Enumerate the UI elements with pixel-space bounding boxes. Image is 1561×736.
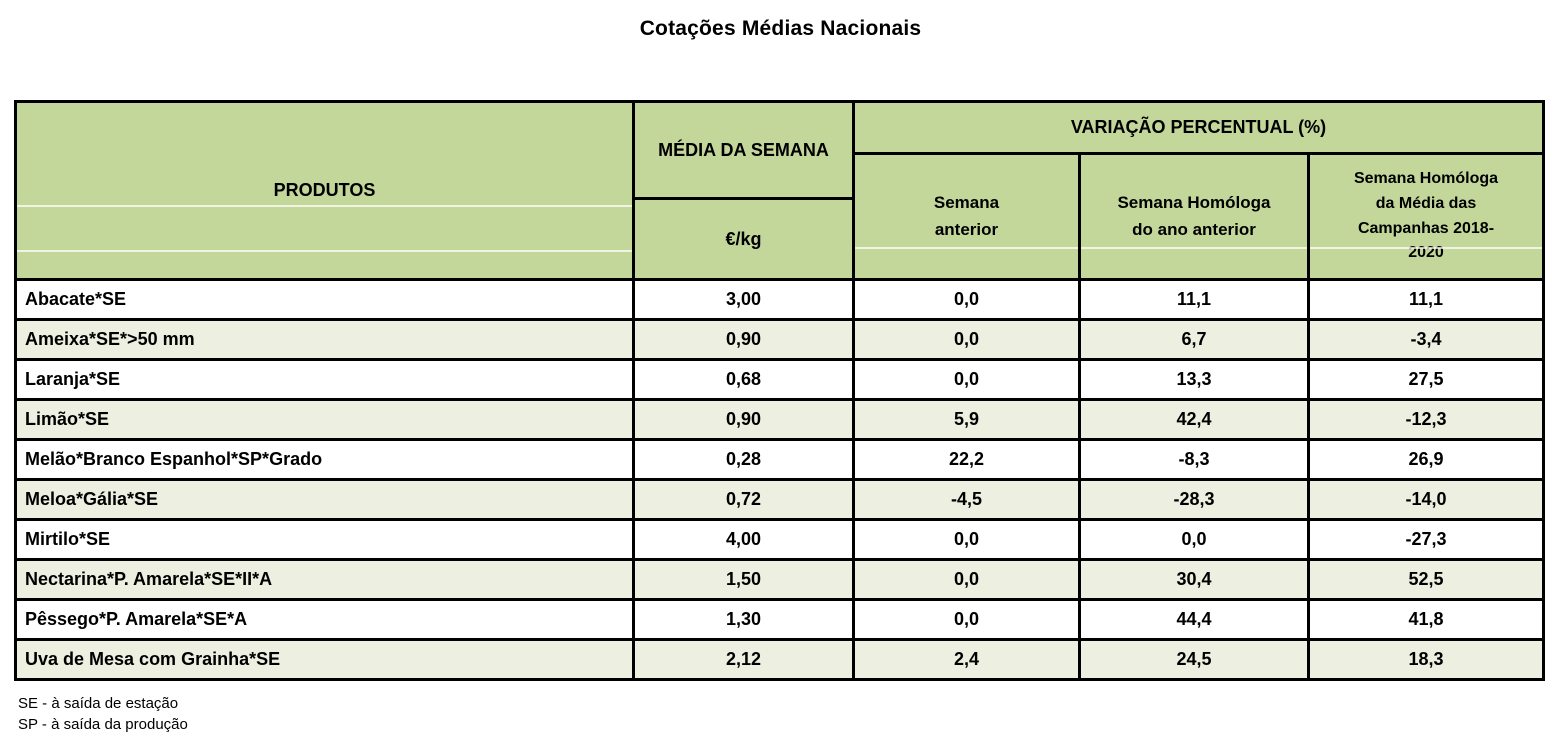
campaigns-avg-variation-cell: 27,5 — [1306, 358, 1546, 401]
product-name-cell: Mirtilo*SE — [14, 518, 635, 561]
avg-price-cell: 2,12 — [632, 638, 855, 681]
prev-year-week-variation-cell: 30,4 — [1078, 558, 1310, 601]
prev-year-week-variation-cell: -28,3 — [1078, 478, 1310, 521]
col-header-semana-anterior: Semana anterior — [852, 152, 1081, 281]
table-row: Nectarina*P. Amarela*SE*II*A 1,50 0,0 30… — [14, 558, 1546, 601]
prices-table: PRODUTOS MÉDIA DA SEMANA VARIAÇÃO PERCEN… — [14, 100, 1546, 681]
table-row: Uva de Mesa com Grainha*SE 2,12 2,4 24,5… — [14, 638, 1546, 681]
table-row: Pêssego*P. Amarela*SE*A 1,30 0,0 44,4 41… — [14, 598, 1546, 641]
campaigns-avg-variation-cell: 52,5 — [1306, 558, 1546, 601]
product-name-cell: Melão*Branco Espanhol*SP*Grado — [14, 438, 635, 481]
campaigns-avg-variation-cell: 18,3 — [1306, 638, 1546, 681]
product-name-cell: Uva de Mesa com Grainha*SE — [14, 638, 635, 681]
col-header-produtos: PRODUTOS — [14, 100, 635, 281]
header-gridline — [17, 250, 632, 252]
avg-price-cell: 1,30 — [632, 598, 855, 641]
avg-price-cell: 3,00 — [632, 278, 855, 321]
prev-week-variation-cell: 0,0 — [852, 318, 1081, 361]
prev-week-variation-cell: 2,4 — [852, 638, 1081, 681]
prev-week-variation-cell: 5,9 — [852, 398, 1081, 441]
prev-year-week-variation-cell: 11,1 — [1078, 278, 1310, 321]
col-header-semana-homologa-ano-anterior-label: Semana Homóloga do ano anterior — [1117, 193, 1271, 239]
table-header: PRODUTOS MÉDIA DA SEMANA VARIAÇÃO PERCEN… — [14, 100, 1546, 281]
avg-price-cell: 0,72 — [632, 478, 855, 521]
campaigns-avg-variation-cell: 11,1 — [1306, 278, 1546, 321]
avg-price-cell: 4,00 — [632, 518, 855, 561]
prev-week-variation-cell: 22,2 — [852, 438, 1081, 481]
col-header-semana-homologa-ano-anterior: Semana Homóloga do ano anterior — [1078, 152, 1310, 281]
col-header-unit-eur-kg-label: €/kg — [725, 228, 762, 249]
campaigns-avg-variation-cell: -27,3 — [1306, 518, 1546, 561]
col-header-media-da-semana-label: MÉDIA DA SEMANA — [658, 139, 829, 160]
prev-year-week-variation-cell: 0,0 — [1078, 518, 1310, 561]
prev-year-week-variation-cell: 24,5 — [1078, 638, 1310, 681]
product-name-cell: Abacate*SE — [14, 278, 635, 321]
col-header-variacao-percentual: VARIAÇÃO PERCENTUAL (%) — [851, 100, 1546, 155]
header-gridline — [17, 205, 632, 207]
header-row-middle: Semana anterior Semana Homóloga do ano a… — [16, 152, 1546, 281]
avg-price-cell: 0,90 — [632, 318, 855, 361]
avg-price-cell: 0,28 — [632, 438, 855, 481]
product-name-cell: Meloa*Gália*SE — [14, 478, 635, 521]
table-row: Mirtilo*SE 4,00 0,0 0,0 -27,3 — [14, 518, 1546, 561]
prev-week-variation-cell: 0,0 — [852, 558, 1081, 601]
prev-week-variation-cell: -4,5 — [852, 478, 1081, 521]
table-row: Meloa*Gália*SE 0,72 -4,5 -28,3 -14,0 — [14, 478, 1546, 521]
col-header-media-da-semana: MÉDIA DA SEMANA — [632, 100, 855, 200]
avg-price-cell: 1,50 — [632, 558, 855, 601]
campaigns-avg-variation-cell: 41,8 — [1306, 598, 1546, 641]
product-name-cell: Limão*SE — [14, 398, 635, 441]
header-gridline — [855, 247, 1078, 249]
col-header-variacao-percentual-label: VARIAÇÃO PERCENTUAL (%) — [1070, 117, 1327, 137]
campaigns-avg-variation-cell: 26,9 — [1306, 438, 1546, 481]
prev-week-variation-cell: 0,0 — [852, 518, 1081, 561]
avg-price-cell: 0,90 — [632, 398, 855, 441]
header-row-unit: €/kg — [16, 197, 1544, 281]
header-row-top: PRODUTOS MÉDIA DA SEMANA VARIAÇÃO PERCEN… — [14, 100, 1546, 281]
col-header-semana-anterior-label: Semana anterior — [933, 193, 1000, 239]
product-name-cell: Pêssego*P. Amarela*SE*A — [14, 598, 635, 641]
col-header-produtos-label: PRODUTOS — [273, 180, 376, 200]
product-name-cell: Ameixa*SE*>50 mm — [14, 318, 635, 361]
table-row: Melão*Branco Espanhol*SP*Grado 0,28 22,2… — [14, 438, 1546, 481]
table-body: Abacate*SE 3,00 0,0 11,1 11,1 Ameixa*SE*… — [14, 278, 1546, 681]
page-title: Cotações Médias Nacionais — [639, 17, 922, 40]
prev-year-week-variation-cell: -8,3 — [1078, 438, 1310, 481]
prev-week-variation-cell: 0,0 — [852, 278, 1081, 321]
footnote-se: SE - à saída de estação — [18, 695, 179, 712]
table-row: Laranja*SE 0,68 0,0 13,3 27,5 — [14, 358, 1546, 401]
table-row: Ameixa*SE*>50 mm 0,90 0,0 6,7 -3,4 — [14, 318, 1546, 361]
col-header-unit-eur-kg: €/kg — [632, 197, 855, 281]
footnote-sp: SP - à saída da produção — [18, 716, 188, 733]
table-row: Abacate*SE 3,00 0,0 11,1 11,1 — [14, 278, 1546, 321]
campaigns-avg-variation-cell: -12,3 — [1306, 398, 1546, 441]
col-header-semana-homologa-campanhas-label: Semana Homóloga da Média das Campanhas 2… — [1353, 169, 1499, 262]
product-name-cell: Laranja*SE — [14, 358, 635, 401]
campaigns-avg-variation-cell: -3,4 — [1306, 318, 1546, 361]
prev-year-week-variation-cell: 6,7 — [1078, 318, 1310, 361]
prev-year-week-variation-cell: 42,4 — [1078, 398, 1310, 441]
campaigns-avg-variation-cell: -14,0 — [1306, 478, 1546, 521]
prev-week-variation-cell: 0,0 — [852, 358, 1081, 401]
header-gridline — [1081, 247, 1307, 249]
col-header-semana-homologa-campanhas: Semana Homóloga da Média das Campanhas 2… — [1306, 152, 1546, 281]
avg-price-cell: 0,68 — [632, 358, 855, 401]
product-name-cell: Nectarina*P. Amarela*SE*II*A — [14, 558, 635, 601]
prev-week-variation-cell: 0,0 — [852, 598, 1081, 641]
prev-year-week-variation-cell: 13,3 — [1078, 358, 1310, 401]
table-row: Limão*SE 0,90 5,9 42,4 -12,3 — [14, 398, 1546, 441]
prev-year-week-variation-cell: 44,4 — [1078, 598, 1310, 641]
footnotes: SE - à saída de estação SP - à saída da … — [18, 693, 188, 735]
